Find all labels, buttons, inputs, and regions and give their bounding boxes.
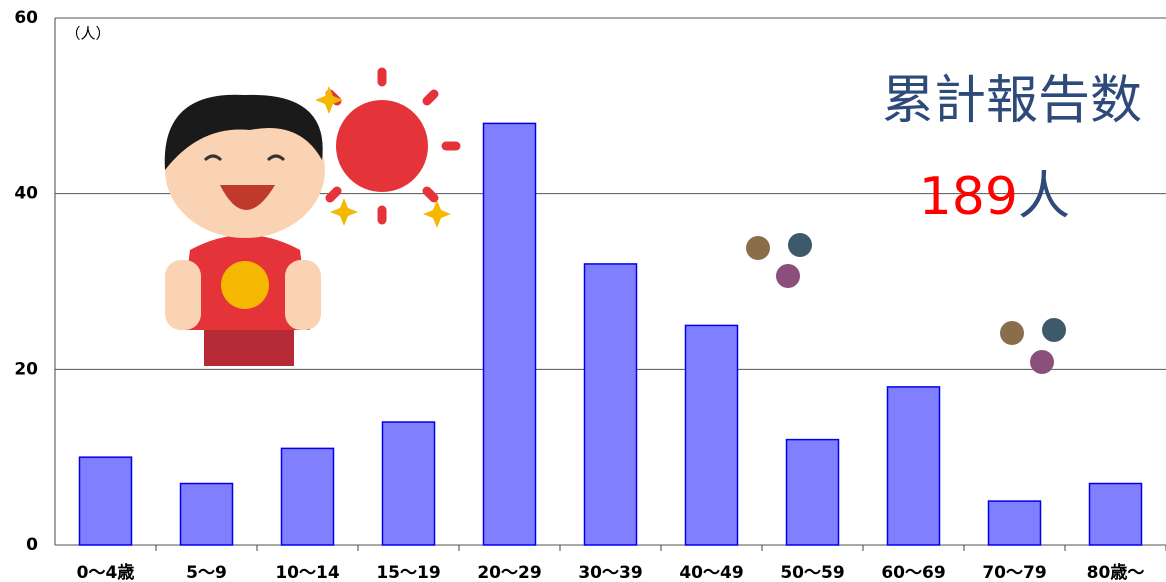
bar	[1090, 484, 1142, 545]
x-tick-label: 5〜9	[186, 563, 227, 582]
x-tick-label: 30〜39	[578, 563, 642, 582]
bar	[686, 325, 738, 545]
total-number: 189	[919, 167, 1018, 227]
x-tick-label: 60〜69	[881, 563, 945, 582]
x-tick-label: 80歳〜	[1087, 562, 1145, 582]
bar	[787, 440, 839, 545]
virus-illustration	[746, 233, 1066, 374]
bar	[383, 422, 435, 545]
x-tick-label: 15〜19	[376, 563, 440, 582]
x-tick-label: 20〜29	[477, 563, 541, 582]
sun-illustration	[308, 72, 456, 228]
x-tick-label: 70〜79	[982, 563, 1046, 582]
total-label: 189人	[919, 167, 1070, 227]
y-tick-label: 40	[14, 184, 38, 204]
x-tick-label: 10〜14	[275, 563, 339, 582]
x-tick-label: 50〜59	[780, 563, 844, 582]
bar	[80, 457, 132, 545]
bar	[484, 123, 536, 545]
boy-illustration	[165, 95, 325, 366]
bar	[181, 484, 233, 545]
y-tick-label: 20	[14, 359, 38, 379]
y-tick-label: 60	[14, 8, 38, 28]
bar	[585, 264, 637, 545]
x-tick-label: 0〜4歳	[77, 562, 135, 582]
bar	[282, 448, 334, 545]
annotation: 累計報告数	[882, 71, 1142, 131]
y-unit-label: （人）	[65, 25, 110, 43]
y-tick-label: 0	[26, 535, 38, 555]
chart: （人） 累計報告数 189人 0 20 40 60 0〜4歳 5〜9 10〜14 15〜19 2…	[0, 0, 1166, 582]
bar	[989, 501, 1041, 545]
bar	[888, 387, 940, 545]
total-unit: 人	[1018, 167, 1070, 227]
x-tick-label: 40〜49	[679, 563, 743, 582]
